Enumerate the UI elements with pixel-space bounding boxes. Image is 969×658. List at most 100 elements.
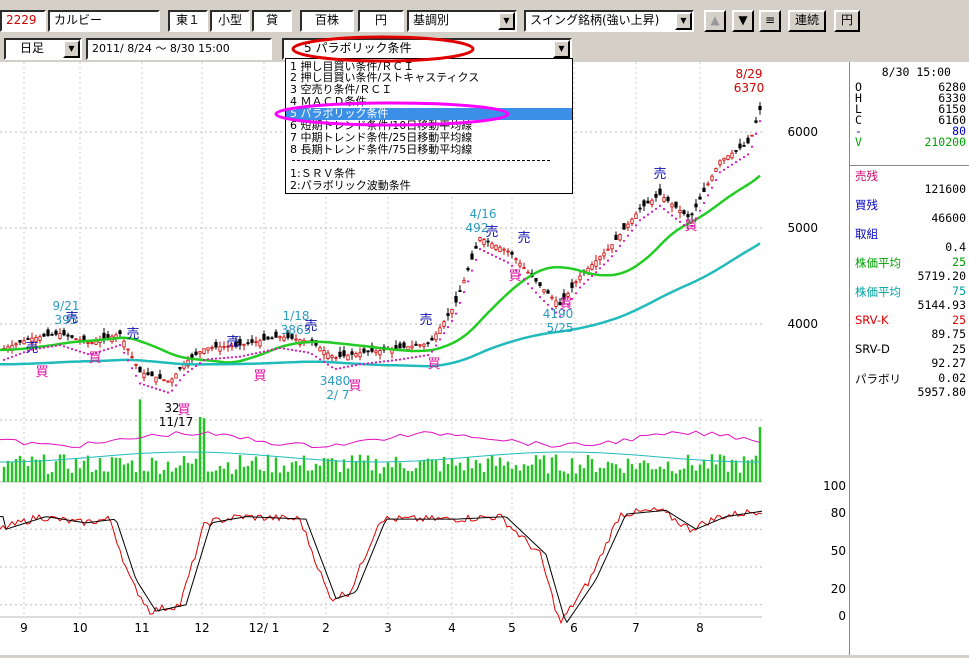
volume-bar — [282, 465, 286, 482]
condition-select[interactable]: 基調別 ▼ — [407, 10, 517, 32]
up-arrow-button[interactable]: ▲ — [704, 10, 726, 32]
parabolic-dot — [662, 208, 666, 211]
stock-code-field[interactable]: 2229 — [0, 10, 46, 32]
parabolic-dot — [470, 269, 474, 272]
volume-bar — [106, 471, 110, 482]
parabolic-dot — [362, 362, 366, 365]
volume-bar — [598, 467, 602, 482]
volume-bar — [318, 465, 322, 482]
parabolic-dot — [142, 383, 146, 386]
parabolic-dot — [230, 356, 234, 359]
candle-body — [142, 372, 146, 378]
parabolic-dot — [74, 349, 78, 352]
candle-body — [554, 300, 558, 307]
parabolic-dot — [582, 282, 586, 285]
parabolic-dot — [498, 257, 502, 260]
volume-bar — [610, 463, 614, 482]
candle-body — [190, 354, 194, 358]
candle-body — [670, 203, 674, 208]
candle-body — [462, 280, 466, 284]
parabolic-dot — [374, 361, 378, 364]
currency-button[interactable]: 円 — [358, 10, 404, 32]
parabolic-dot — [434, 344, 438, 347]
volume-bar — [126, 463, 130, 482]
candle-body — [106, 334, 110, 338]
candle-body — [478, 237, 482, 241]
chevron-down-icon[interactable]: ▼ — [498, 12, 515, 30]
dropdown-item[interactable]: 3 空売り条件/ＲＣＩ — [290, 83, 393, 96]
parabolic-dot — [490, 253, 494, 256]
stock-name-field[interactable]: カルビー — [48, 10, 160, 32]
volume-bar — [162, 469, 166, 482]
parabolic-dot — [238, 355, 242, 358]
buy-marker: 買 — [35, 365, 48, 380]
stat-value: 5957.80 — [917, 385, 966, 399]
parabolic-dot — [334, 367, 338, 370]
parabolic-dot — [378, 360, 382, 363]
volume-bar — [6, 460, 10, 482]
volume-bar — [314, 463, 318, 482]
indicator-dropdown-list[interactable]: 1 押し目買い条件/ＲＣＩ 2 押し目買い条件/ストキャスティクス 3 空売り条件/… — [285, 58, 573, 194]
volume-bar — [634, 469, 638, 482]
volume-bar — [690, 465, 694, 482]
volume-bar — [426, 458, 430, 482]
buy-marker: 買 — [348, 379, 361, 394]
candle-body — [258, 340, 262, 347]
stat-label: SRV-K — [855, 313, 889, 327]
price-tick-label: 4000 — [787, 317, 818, 331]
volume-bar — [366, 455, 370, 482]
parabolic-dot — [214, 357, 218, 360]
screen-select[interactable]: スイング銘柄(強い上昇) ▼ — [524, 10, 694, 32]
dropdown-item[interactable]: 1:ＳＲＶ条件 — [290, 167, 356, 180]
candle-body — [650, 199, 654, 205]
parabolic-dot — [370, 361, 374, 364]
menu-button[interactable]: ≡ — [759, 10, 781, 32]
parabolic-dot — [10, 355, 14, 358]
annotation-date: 9/21 — [53, 299, 80, 313]
indicator-select[interactable]: 5 パラボリック条件 ▼ — [282, 38, 572, 60]
volume-bar — [750, 459, 754, 482]
volume-bar — [402, 468, 406, 482]
parabolic-dot — [746, 153, 750, 156]
parabolic-dot — [466, 280, 470, 283]
parabolic-dot — [286, 348, 290, 351]
chevron-down-icon[interactable]: ▼ — [553, 40, 570, 58]
volume-bar — [178, 465, 182, 482]
chevron-down-icon[interactable]: ▼ — [675, 12, 692, 30]
dropdown-item[interactable]: 7 中期トレンド条件/25日移動平均線 — [290, 131, 473, 144]
candle-body — [150, 371, 154, 377]
candle-body — [250, 339, 254, 343]
volume-bar — [406, 470, 410, 482]
parabolic-dot — [178, 379, 182, 382]
parabolic-dot — [678, 220, 682, 223]
parabolic-dot — [550, 307, 554, 310]
volume-bar — [422, 459, 426, 482]
volume-bar — [670, 471, 674, 482]
volume-bar — [590, 458, 594, 482]
candle-body — [494, 244, 498, 250]
dropdown-item[interactable]: 2 押し目買い条件/ストキャスティクス — [290, 71, 480, 84]
parabolic-dot — [598, 267, 602, 270]
dropdown-item[interactable]: 8 長期トレンド条件/75日移動平均線 — [290, 143, 473, 156]
chevron-down-icon[interactable]: ▼ — [63, 40, 80, 58]
down-arrow-button[interactable]: ▼ — [732, 10, 754, 32]
volume-bar — [462, 470, 466, 482]
stat-label: 買残 — [855, 198, 878, 212]
annotation-price: 3865 — [281, 323, 312, 337]
dropdown-item[interactable]: 2:パラボリック波動条件 — [290, 179, 411, 192]
volume-bar — [194, 458, 198, 482]
candle-body — [330, 355, 334, 358]
yen-button[interactable]: 円 — [834, 10, 860, 32]
parabolic-dot — [194, 364, 198, 368]
volume-bar — [346, 468, 350, 482]
candle-body — [450, 309, 454, 314]
parabolic-dot — [566, 303, 570, 306]
parabolic-dot — [750, 145, 754, 148]
continuous-button[interactable]: 連続 — [788, 10, 826, 32]
dropdown-item[interactable]: 1 押し目買い条件/ＲＣＩ — [290, 60, 415, 73]
candle-body — [278, 336, 282, 339]
volume-bar — [626, 458, 630, 482]
volume-bar — [410, 471, 414, 482]
candle-body — [254, 341, 258, 344]
period-select[interactable]: 日足 ▼ — [4, 38, 82, 60]
